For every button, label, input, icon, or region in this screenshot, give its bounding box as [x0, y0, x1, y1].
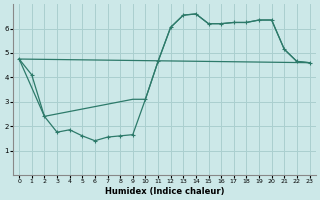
- X-axis label: Humidex (Indice chaleur): Humidex (Indice chaleur): [105, 187, 224, 196]
